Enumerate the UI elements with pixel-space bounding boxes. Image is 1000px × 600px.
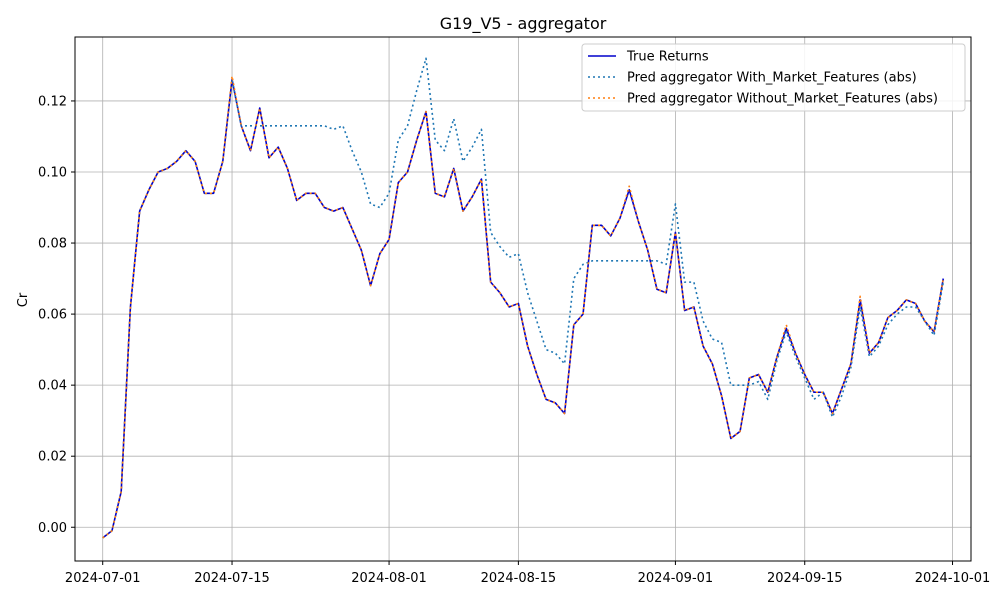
series-line-1 (102, 78, 945, 539)
legend-label: Pred aggregator With_Market_Features (ab… (627, 71, 917, 86)
y-tick-label: 0.04 (38, 379, 67, 394)
series-lines (102, 57, 945, 539)
y-tick-label: 0.06 (38, 308, 67, 323)
series-line-2 (102, 57, 945, 539)
x-tick-label: 2024-08-01 (351, 571, 427, 586)
legend-label: Pred aggregator Without_Market_Features … (627, 92, 938, 107)
y-tick-label: 0.10 (38, 165, 67, 180)
x-tick-label: 2024-09-15 (767, 571, 843, 586)
y-tick-label: 0.02 (38, 450, 67, 465)
legend-box (581, 43, 966, 112)
y-tick-label: 0.08 (38, 237, 67, 252)
y-tick-label: 0.00 (38, 521, 67, 536)
x-tick-label: 2024-07-01 (65, 571, 141, 586)
x-tick-label: 2024-07-15 (194, 571, 270, 586)
legend: True Returns Pred aggregator With_Market_… (581, 43, 966, 112)
x-tick-label: 2024-09-01 (638, 571, 714, 586)
plot-frame (74, 36, 972, 562)
x-tick-label: 2024-10-01 (915, 571, 991, 586)
series-line-3 (102, 75, 945, 539)
y-tick-label: 0.12 (38, 94, 67, 109)
x-axis: 2024-07-01 2024-07-15 2024-08-01 2024-08-15… (65, 561, 990, 586)
y-axis-label: Cr (16, 292, 31, 307)
x-tick-label: 2024-08-15 (481, 571, 557, 586)
legend-label: True Returns (626, 50, 709, 65)
chart-title: G19_V5 - aggregator (440, 14, 607, 34)
y-axis: 0.00 0.02 0.04 0.06 0.08 0.10 0.12 (38, 94, 75, 536)
grid (75, 37, 971, 561)
